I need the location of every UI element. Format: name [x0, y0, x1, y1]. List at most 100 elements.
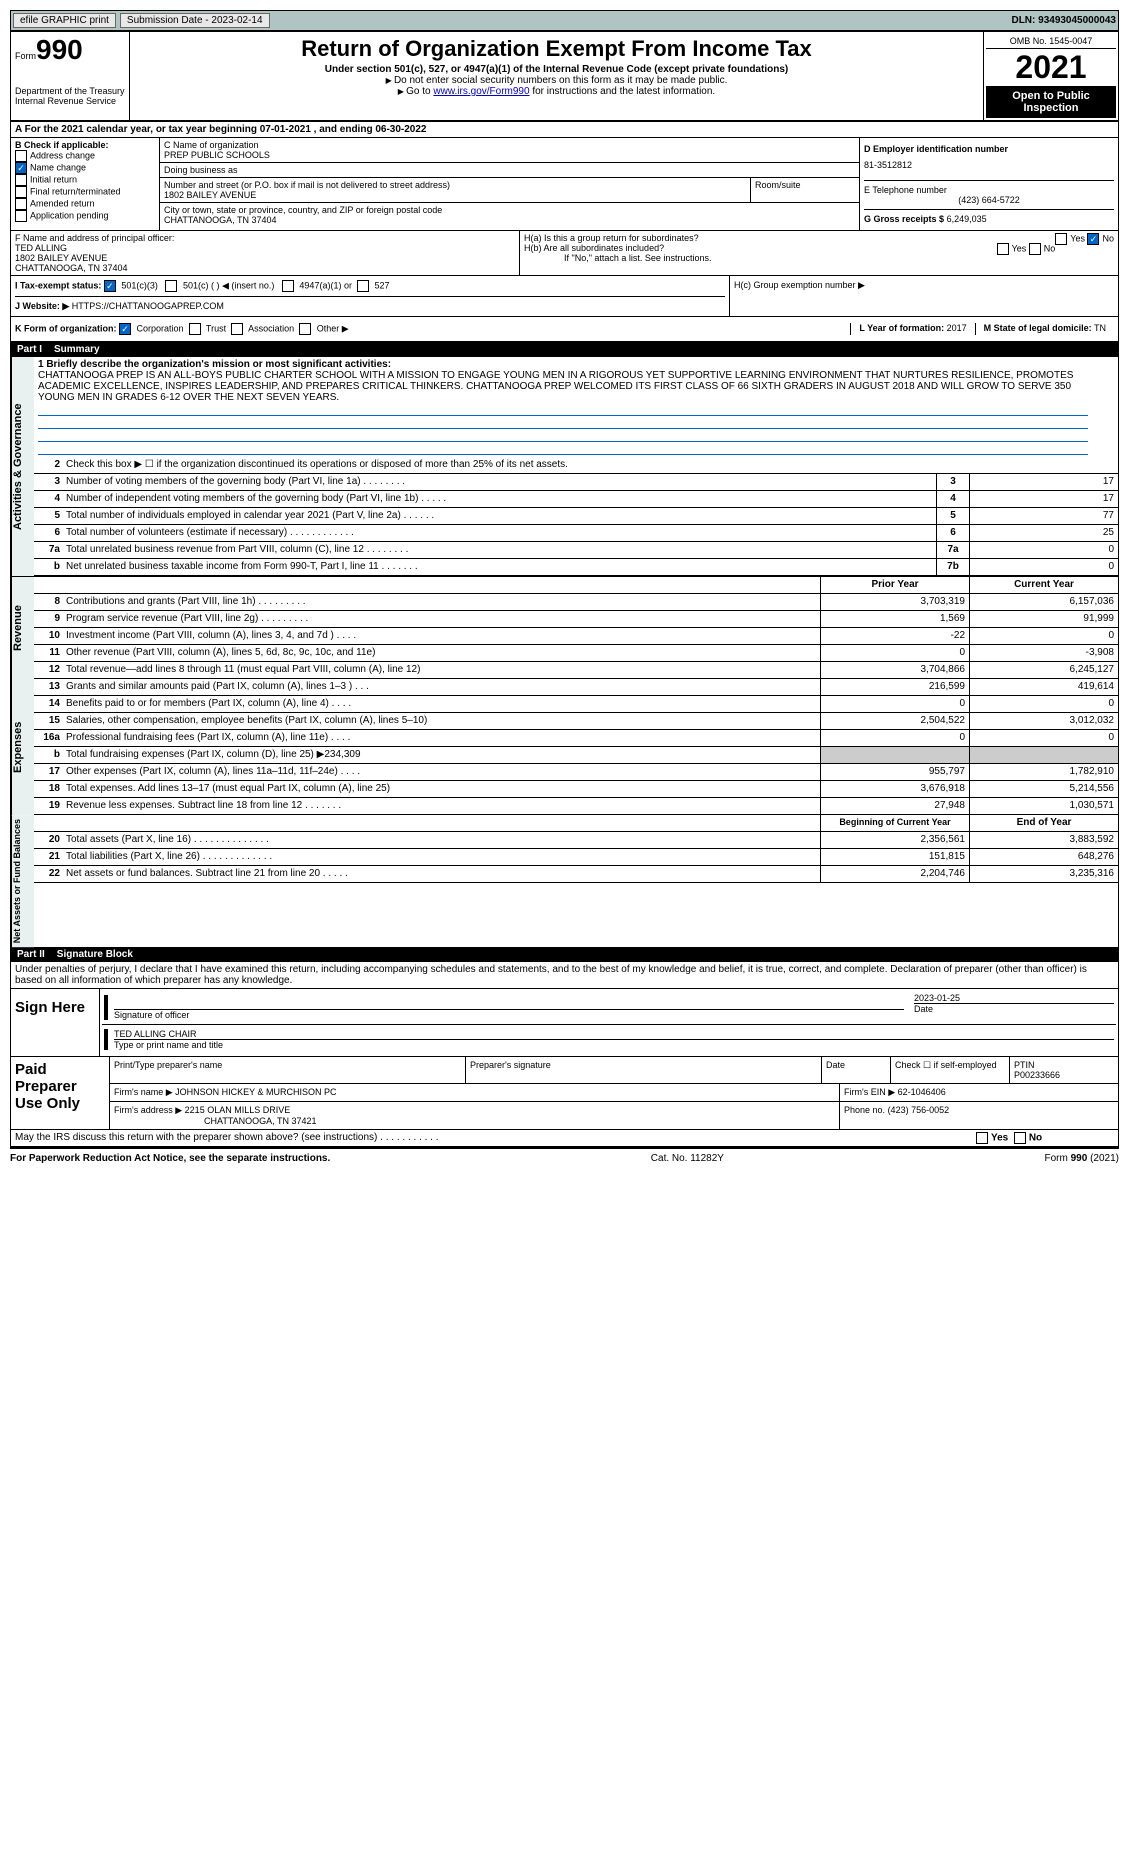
line-desc: Total expenses. Add lines 13–17 (must eq…	[62, 781, 820, 797]
officer-addr1: 1802 BAILEY AVENUE	[15, 253, 515, 263]
line-v1: 151,815	[820, 849, 969, 865]
discuss-no-checkbox[interactable]	[1014, 1132, 1026, 1144]
line-v2	[969, 747, 1118, 763]
header-left: Form990 Department of the Treasury Inter…	[11, 32, 130, 120]
line-val: 77	[969, 508, 1118, 524]
l2-desc: Check this box ▶ ☐ if the organization d…	[62, 457, 1118, 473]
irs-link[interactable]: www.irs.gov/Form990	[433, 86, 529, 97]
gross-label: G Gross receipts $	[864, 214, 944, 224]
line-desc: Grants and similar amounts paid (Part IX…	[62, 679, 820, 695]
colb-check-5[interactable]	[15, 210, 27, 222]
head-begin-year: Beginning of Current Year	[820, 815, 969, 831]
line-desc: Benefits paid to or for members (Part IX…	[62, 696, 820, 712]
line-box: 6	[936, 525, 969, 541]
opt-501c: 501(c) ( ) ◀ (insert no.)	[183, 280, 274, 290]
colb-label-0: Address change	[30, 150, 95, 160]
colb-label-3: Final return/terminated	[30, 186, 121, 196]
line-v1: 0	[820, 730, 969, 746]
sig-officer-label: Signature of officer	[114, 1009, 904, 1020]
line-box: 4	[936, 491, 969, 507]
l1-label: 1 Briefly describe the organization's mi…	[38, 359, 391, 370]
line-num: 15	[34, 713, 62, 729]
501c3-checkbox[interactable]	[104, 280, 116, 292]
line-box: 5	[936, 508, 969, 524]
city-label: City or town, state or province, country…	[164, 205, 855, 215]
colb-label-1: Name change	[30, 162, 86, 172]
colb-check-3[interactable]	[15, 186, 27, 198]
ha-no-checkbox[interactable]	[1087, 233, 1099, 245]
line-desc: Professional fundraising fees (Part IX, …	[62, 730, 820, 746]
note-ssn: Do not enter social security numbers on …	[138, 75, 975, 86]
officer-name: TED ALLING	[15, 243, 515, 253]
corp-checkbox[interactable]	[119, 323, 131, 335]
colb-check-0[interactable]	[15, 150, 27, 162]
officer-label: F Name and address of principal officer:	[15, 233, 515, 243]
line-num: 19	[34, 798, 62, 814]
line-desc: Total unrelated business revenue from Pa…	[62, 542, 936, 558]
hb-no-checkbox[interactable]	[1029, 243, 1041, 255]
501c-checkbox[interactable]	[165, 280, 177, 292]
website-value: HTTPS://CHATTANOOGAPREP.COM	[72, 301, 224, 311]
firm-name-label: Firm's name ▶	[114, 1087, 173, 1097]
row-i-tax-status: I Tax-exempt status: 501(c)(3) 501(c) ( …	[15, 280, 725, 292]
col-d-ids: D Employer identification number 81-3512…	[860, 138, 1118, 230]
part2-title: Part II	[17, 949, 45, 960]
part2-name: Signature Block	[57, 949, 133, 960]
line-v2: 3,012,032	[969, 713, 1118, 729]
line-v1: 0	[820, 696, 969, 712]
head-current-year: Current Year	[969, 577, 1118, 593]
row-a-period: A For the 2021 calendar year, or tax yea…	[11, 122, 1118, 138]
discuss-yes-checkbox[interactable]	[976, 1132, 988, 1144]
org-name-label: C Name of organization	[164, 140, 855, 150]
line-num: 11	[34, 645, 62, 661]
line1-mission: 1 Briefly describe the organization's mi…	[34, 357, 1118, 457]
line-val: 25	[969, 525, 1118, 541]
line-desc: Other expenses (Part IX, column (A), lin…	[62, 764, 820, 780]
colb-check-4[interactable]	[15, 198, 27, 210]
line-v2: 3,883,592	[969, 832, 1118, 848]
hb-yes-checkbox[interactable]	[997, 243, 1009, 255]
note-link: Go to www.irs.gov/Form990 for instructio…	[138, 86, 975, 97]
line-desc: Total liabilities (Part X, line 26) . . …	[62, 849, 820, 865]
firm-addr-label: Firm's address ▶	[114, 1105, 182, 1115]
efile-print-button[interactable]: efile GRAPHIC print	[13, 13, 116, 28]
line-num: 4	[34, 491, 62, 507]
dept-label: Department of the Treasury Internal Reve…	[15, 86, 125, 106]
part1-header: Part I Summary	[11, 342, 1118, 357]
part1-name: Summary	[54, 344, 100, 355]
form-number: 990	[36, 34, 83, 65]
addr-value: 1802 BAILEY AVENUE	[164, 190, 746, 200]
row-m-state: M State of legal domicile: TN	[975, 323, 1114, 335]
room-suite-label: Room/suite	[751, 178, 859, 202]
other-checkbox[interactable]	[299, 323, 311, 335]
line-box: 7b	[936, 559, 969, 575]
colb-check-1[interactable]	[15, 162, 27, 174]
opt-trust: Trust	[206, 323, 226, 333]
line-v1	[820, 747, 969, 763]
527-checkbox[interactable]	[357, 280, 369, 292]
line-desc: Net assets or fund balances. Subtract li…	[62, 866, 820, 882]
line-num: 20	[34, 832, 62, 848]
assoc-checkbox[interactable]	[231, 323, 243, 335]
line-val: 0	[969, 542, 1118, 558]
trust-checkbox[interactable]	[189, 323, 201, 335]
line-num: 5	[34, 508, 62, 524]
line-v2: 648,276	[969, 849, 1118, 865]
officer-info: F Name and address of principal officer:…	[11, 231, 520, 275]
omb-number: OMB No. 1545-0047	[986, 34, 1116, 49]
year-formation: 2017	[947, 323, 967, 333]
paid-preparer-label: Paid Preparer Use Only	[11, 1057, 109, 1129]
line-v2: 0	[969, 696, 1118, 712]
submission-date-button[interactable]: Submission Date - 2023-02-14	[120, 13, 270, 28]
4947-checkbox[interactable]	[282, 280, 294, 292]
ptin-value: P00233666	[1014, 1070, 1060, 1080]
ha-yes-checkbox[interactable]	[1055, 233, 1067, 245]
sig-name-title-label: Type or print name and title	[114, 1039, 1114, 1050]
prep-phone-label: Phone no.	[844, 1105, 885, 1115]
line-v2: -3,908	[969, 645, 1118, 661]
line-v1: 955,797	[820, 764, 969, 780]
line-v1: 3,676,918	[820, 781, 969, 797]
line-v1: -22	[820, 628, 969, 644]
line-v2: 6,157,036	[969, 594, 1118, 610]
colb-check-2[interactable]	[15, 174, 27, 186]
